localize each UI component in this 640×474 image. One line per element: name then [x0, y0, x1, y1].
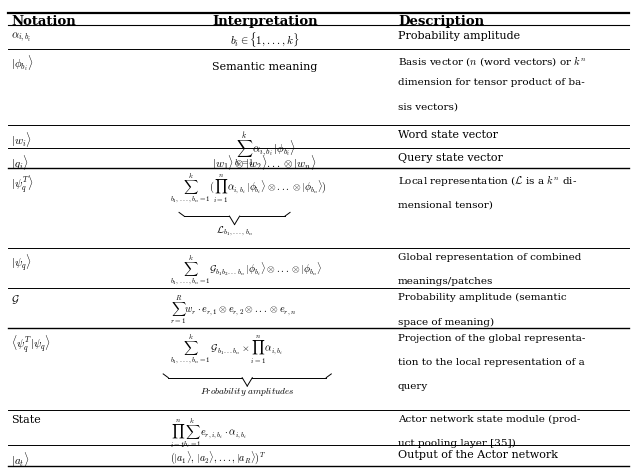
- Text: Basis vector ($n$ (word vectors) or $k^n$: Basis vector ($n$ (word vectors) or $k^n…: [398, 54, 587, 68]
- Text: Global representation of combined: Global representation of combined: [398, 253, 581, 262]
- Text: Semantic meaning: Semantic meaning: [212, 62, 317, 72]
- Text: $(|a_1\rangle,\,|a_2\rangle,...,|a_R\rangle)^T$: $(|a_1\rangle,\,|a_2\rangle,...,|a_R\ran…: [170, 449, 266, 466]
- Text: $|\psi_q^T\rangle$: $|\psi_q^T\rangle$: [11, 173, 34, 195]
- Text: Notation: Notation: [11, 15, 76, 28]
- Text: Query state vector: Query state vector: [398, 153, 503, 163]
- Text: $\sum_{b_1,...,b_n=1}^{k}(\prod_{i=1}^{n}\alpha_{i,b_i}\,|\phi_{b_i}\rangle \oti: $\sum_{b_1,...,b_n=1}^{k}(\prod_{i=1}^{n…: [170, 171, 326, 206]
- Text: Probability amplitude (semantic: Probability amplitude (semantic: [398, 293, 566, 302]
- Text: $\alpha_{i,b_i}$: $\alpha_{i,b_i}$: [11, 31, 31, 44]
- Text: $|\phi_{b_i}\rangle$: $|\phi_{b_i}\rangle$: [11, 54, 33, 73]
- Text: Probability amplitude: Probability amplitude: [398, 31, 520, 41]
- Text: State: State: [11, 415, 41, 425]
- Text: Interpretation: Interpretation: [212, 15, 317, 28]
- Text: $\mathit{Probability\ amplitudes}$: $\mathit{Probability\ amplitudes}$: [200, 386, 294, 398]
- Text: $|w_i\rangle$: $|w_i\rangle$: [11, 130, 31, 149]
- Text: Actor network state module (prod-: Actor network state module (prod-: [398, 415, 580, 424]
- Text: mensional tensor): mensional tensor): [398, 200, 493, 209]
- Text: $|a_t\rangle$: $|a_t\rangle$: [11, 449, 29, 468]
- Text: Projection of the global representa-: Projection of the global representa-: [398, 334, 586, 343]
- Text: $\mathcal{G}$: $\mathcal{G}$: [11, 293, 20, 306]
- Text: Local representation ($\mathcal{L}$ is a $k^n$ di-: Local representation ($\mathcal{L}$ is a…: [398, 173, 577, 188]
- Text: uct pooling layer [35]): uct pooling layer [35]): [398, 439, 516, 448]
- Text: meanings/patches: meanings/patches: [398, 277, 493, 286]
- Text: Output of the Actor network: Output of the Actor network: [398, 449, 558, 459]
- Text: $\sum_{b_i=1}^{k}\alpha_{i,b_i}\,|\phi_{b_i}\rangle$: $\sum_{b_i=1}^{k}\alpha_{i,b_i}\,|\phi_{…: [234, 130, 296, 169]
- Text: $\sum_{b_1,...,b_n=1}^{k}\mathcal{G}_{b_1 b_2...b_n}\,|\phi_{b_i}\rangle \otimes: $\sum_{b_1,...,b_n=1}^{k}\mathcal{G}_{b_…: [170, 253, 322, 287]
- Text: tion to the local representation of a: tion to the local representation of a: [398, 358, 585, 367]
- Text: $\prod_{i=1}^{n}\sum_{b_i=1}^{k} e_{r,i,b_i} \cdot \alpha_{i,b_i}$: $\prod_{i=1}^{n}\sum_{b_i=1}^{k} e_{r,i,…: [170, 415, 247, 450]
- Text: $\langle\psi_q^T|\psi_q\rangle$: $\langle\psi_q^T|\psi_q\rangle$: [11, 334, 51, 356]
- Text: $b_i \in \{1,...,k\}$: $b_i \in \{1,...,k\}$: [230, 31, 300, 49]
- Text: dimension for tensor product of ba-: dimension for tensor product of ba-: [398, 78, 585, 87]
- Text: $|q_i\rangle$: $|q_i\rangle$: [11, 153, 28, 172]
- Text: query: query: [398, 383, 428, 392]
- Text: $\mathcal{L}_{b_1,...,b_n}$: $\mathcal{L}_{b_1,...,b_n}$: [216, 225, 253, 238]
- Text: Description: Description: [398, 15, 484, 28]
- Text: sis vectors): sis vectors): [398, 102, 458, 111]
- Text: Word state vector: Word state vector: [398, 130, 498, 140]
- Text: $\sum_{b_1,...,b_n=1}^{k}\,\mathcal{G}_{b_1...b_n} \times \prod_{i=1}^{n}\alpha_: $\sum_{b_1,...,b_n=1}^{k}\,\mathcal{G}_{…: [170, 332, 283, 366]
- Text: $|\psi_q\rangle$: $|\psi_q\rangle$: [11, 253, 31, 273]
- Text: $\sum_{r=1}^{R} w_r \cdot e_{r,1} \otimes e_{r,2} \otimes ... \otimes e_{r,n}$: $\sum_{r=1}^{R} w_r \cdot e_{r,1} \otime…: [170, 293, 296, 326]
- Text: $|w_1\rangle \otimes |w_2\rangle ... \otimes |w_n\rangle$: $|w_1\rangle \otimes |w_2\rangle ... \ot…: [212, 153, 317, 172]
- Text: space of meaning): space of meaning): [398, 318, 494, 327]
